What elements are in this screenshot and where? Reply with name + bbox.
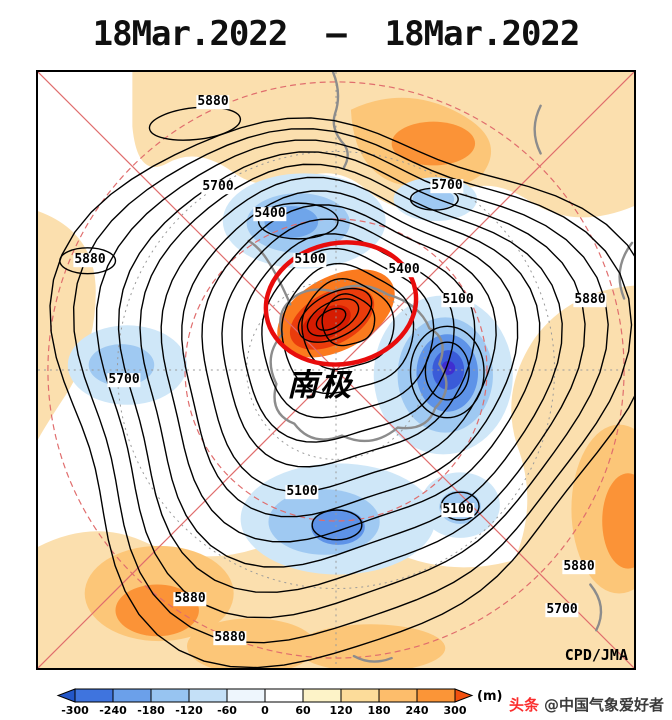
closed-contours	[59, 106, 485, 541]
colorbar-tick: 60	[295, 704, 311, 717]
colorbar-ticks: -300 -240 -180 -120 -60 0 60 120 180 240 300	[56, 704, 476, 718]
annotation-ellipse	[263, 240, 419, 367]
watermark: 头条 @中国气象爱好者	[509, 694, 664, 715]
polar-map: 5880 5700 5700 5400 5100 5880 5400 5100 5880 5700…	[36, 70, 636, 670]
colorbar-tick: 180	[367, 704, 391, 717]
coastlines	[247, 72, 634, 663]
colorbar-tick: -60	[217, 704, 237, 717]
page-title: 18Mar.2022 – 18Mar.2022	[92, 14, 581, 54]
colorbar-unit: (m)	[477, 689, 503, 704]
watermark-brand: 头条	[508, 696, 539, 714]
colorbar-tick: -300	[61, 704, 89, 717]
colorbar-tick: 240	[405, 704, 429, 717]
pole-label: 南极	[287, 367, 353, 404]
colorbar-tick: -120	[175, 704, 203, 717]
colorbar-tick: -240	[99, 704, 127, 717]
colorbar-tick: -180	[137, 704, 165, 717]
colorbar-tick: 0	[261, 704, 269, 717]
watermark-handle: @中国气象爱好者	[543, 696, 664, 714]
colorbar-bar	[56, 688, 474, 703]
colorbar-tick: 300	[443, 704, 467, 717]
height-contours	[49, 117, 634, 668]
colorbar-tick: 120	[329, 704, 353, 717]
colorbar: -300 -240 -180 -120 -60 0 60 120 180 240 300 (m)	[56, 688, 502, 720]
credit-label: CPD/JMA	[564, 646, 628, 664]
